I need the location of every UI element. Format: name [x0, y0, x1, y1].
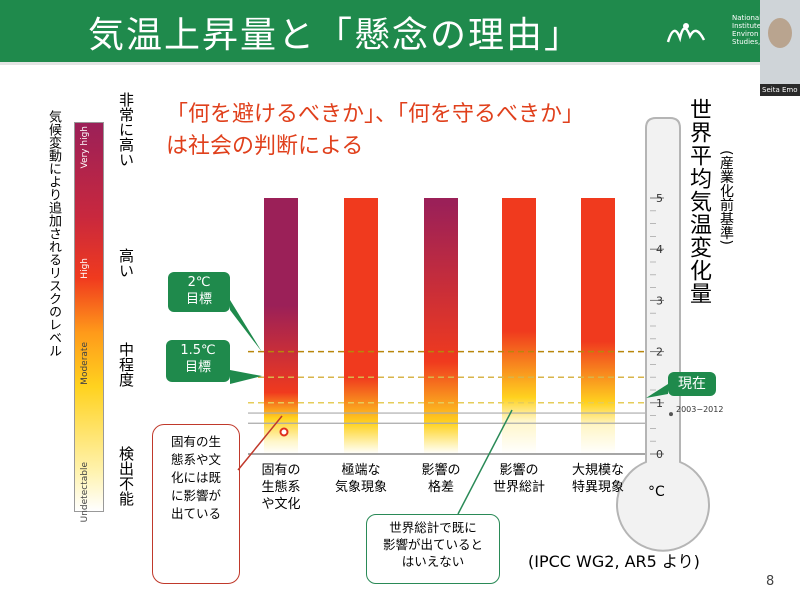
current-period-marker — [669, 412, 673, 417]
presenter-avatar — [768, 18, 792, 48]
legend-side-moderate: 中程度 — [117, 342, 135, 387]
category-label-3: 影響の 格差 — [406, 462, 476, 496]
category-label-line: 大規模な — [571, 463, 624, 478]
y-tick-label-3: 3 — [656, 294, 663, 307]
legend-axis-title: 気候変動により追加されるリスクのレベル — [46, 110, 61, 357]
category-label-line: 影響の — [421, 463, 461, 478]
legend-colorbar — [74, 122, 104, 512]
thermometer-subtitle: (産業化前基準) — [718, 150, 734, 245]
thermometer-title: 世界平均気温変化量 — [686, 98, 711, 305]
category-label-line: 生態系 — [261, 480, 301, 495]
y-tick-label-2: 2 — [656, 346, 663, 359]
category-label-2: 極端な 気象現象 — [326, 462, 396, 496]
category-label-line: 格差 — [427, 480, 454, 495]
y-tick-label-5: 5 — [656, 192, 663, 205]
risk-bar-2 — [344, 198, 378, 454]
presenter-video — [760, 0, 800, 96]
slide-title: 気温上昇量と「懸念の理由」 — [88, 15, 583, 56]
marker-2c: 2℃ 目標 — [168, 272, 230, 312]
risk-bar-3 — [424, 198, 458, 454]
title-bar: 気温上昇量と「懸念の理由」 National Institute Environ… — [0, 0, 760, 62]
category-label-5: 大規模な 特異現象 — [563, 462, 633, 496]
headline-line1: 「何を避けるべきか」、「何を守るべきか」 — [166, 102, 585, 127]
headline-line2: は社会の判断による — [166, 134, 364, 159]
callout-unique-systems: 固有の生 態系や文 化には既 に影響が 出ている — [152, 424, 240, 584]
presenter-name: Seita Emo — [760, 84, 800, 96]
marker-now: 現在 — [668, 372, 716, 396]
risk-bar-4 — [502, 198, 536, 454]
marker-1-5c: 1.5℃ 目標 — [166, 340, 230, 382]
y-tick-label-0: 0 — [656, 448, 663, 461]
legend-side-high: 高い — [117, 248, 135, 278]
institute-name: National Institute Environ Studies, — [732, 14, 760, 46]
risk-bar-5 — [581, 198, 615, 454]
callout-global-aggregate: 世界総計で既に 影響が出ていると はいえない — [366, 514, 500, 584]
category-label-line: 影響の — [499, 463, 539, 478]
category-label-4: 影響の 世界総計 — [484, 462, 554, 496]
legend-side-undetectable: 検出不能 — [117, 446, 135, 506]
y-tick-label-4: 4 — [656, 243, 663, 256]
page-number: 8 — [766, 574, 775, 589]
category-label-line: 極端な — [341, 463, 381, 478]
category-label-line: 固有の — [261, 463, 301, 478]
legend-side-very-high: 非常に高い — [117, 92, 135, 167]
current-impact-dot — [279, 427, 289, 437]
m15c-line: 目標 — [184, 360, 211, 375]
y-tick-label-1: 1 — [656, 397, 663, 410]
category-label-line: 特異現象 — [571, 480, 624, 495]
thermometer-unit: °C — [648, 484, 665, 500]
m2c-line: 2℃ — [187, 275, 211, 290]
m2c-line: 目標 — [185, 292, 212, 307]
thermometer-tube — [616, 117, 710, 552]
current-period-label: 2003−2012 — [676, 405, 724, 414]
category-label-line: 気象現象 — [334, 480, 387, 495]
institute-logo — [666, 23, 706, 43]
m15c-line: 1.5℃ — [180, 343, 216, 358]
category-label-line: 世界総計 — [492, 480, 545, 495]
category-label-line: や文化 — [261, 497, 301, 512]
title-divider — [0, 62, 760, 65]
category-label-1: 固有の 生態系 や文化 — [246, 462, 316, 513]
risk-bar-1 — [264, 198, 298, 454]
source-citation: (IPCC WG2, AR5 より) — [528, 552, 700, 571]
